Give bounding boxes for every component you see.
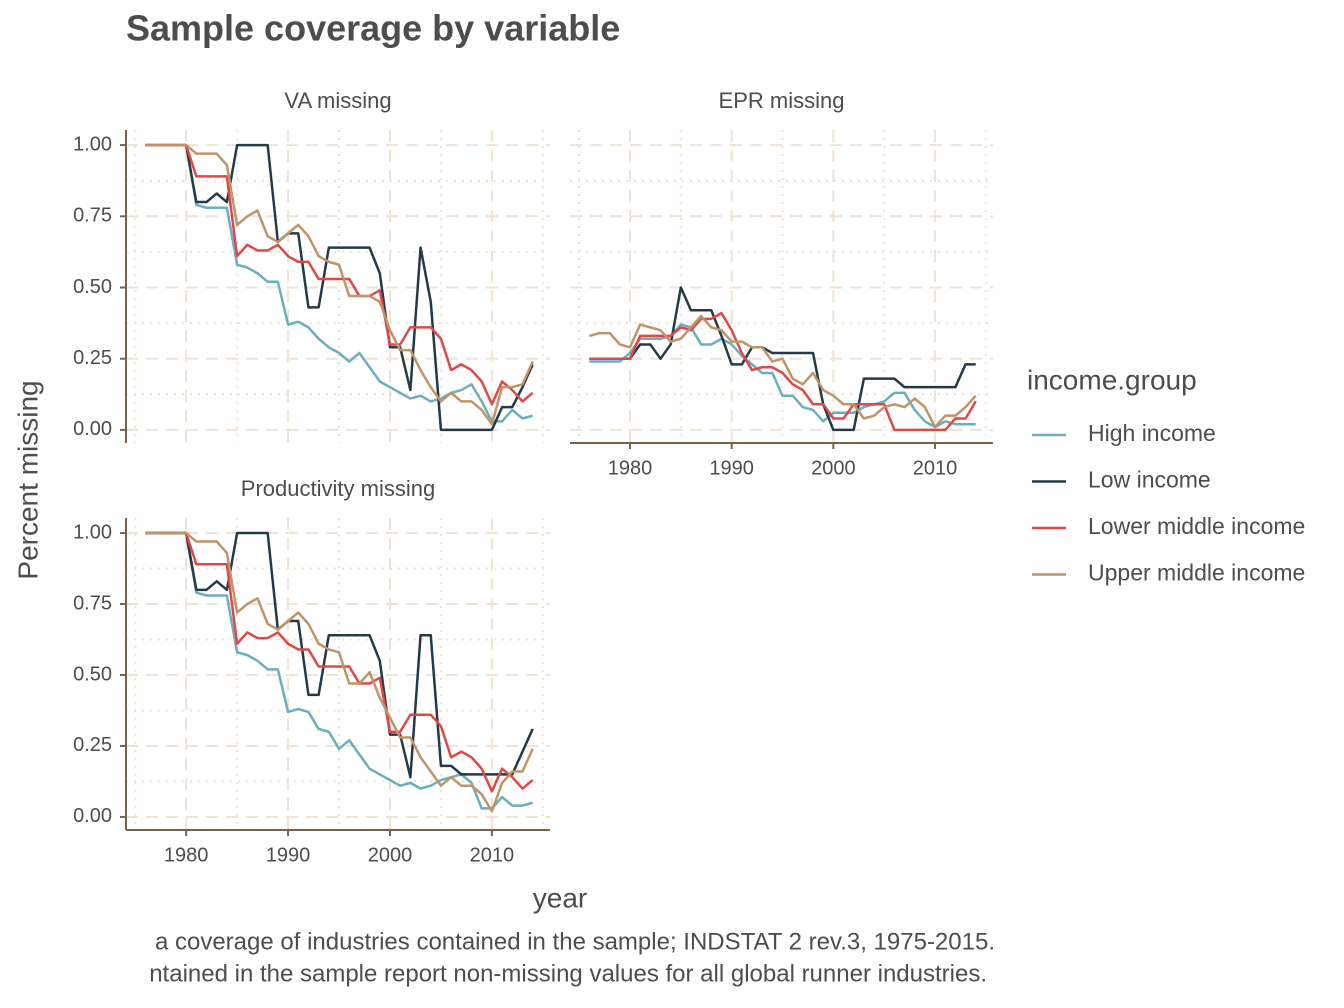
facet-title: Productivity missing <box>241 476 435 501</box>
caption: ntained in the sample report non-missing… <box>149 960 987 987</box>
line-series <box>145 143 534 423</box>
legend-label: Low income <box>1088 467 1211 493</box>
chart-title: Sample coverage by variable <box>126 8 620 49</box>
line-series <box>145 531 534 813</box>
x-axis-title: year <box>533 882 587 913</box>
x-tick-label: 2010 <box>913 457 958 479</box>
line-series <box>145 531 534 793</box>
y-axis-title: Percent missing <box>12 380 43 579</box>
caption: a coverage of industries contained in th… <box>155 928 995 955</box>
y-tick-label: 1.00 <box>73 133 112 155</box>
x-tick-label: 1980 <box>164 844 209 866</box>
legend-label: Lower middle income <box>1088 513 1305 539</box>
x-tick-label: 2010 <box>470 844 515 866</box>
y-tick-label: 0.25 <box>73 347 112 369</box>
line-series <box>145 143 534 432</box>
line-series <box>589 311 977 432</box>
line-series <box>145 531 534 779</box>
x-tick-label: 1990 <box>266 844 311 866</box>
y-tick-label: 0.75 <box>73 592 112 614</box>
line-series <box>145 143 534 426</box>
x-tick-label: 2000 <box>368 844 413 866</box>
line-series <box>145 143 534 406</box>
facet-title: EPR missing <box>719 88 845 113</box>
legend-label: Upper middle income <box>1088 560 1305 586</box>
legend-label: High income <box>1088 420 1216 446</box>
y-tick-label: 0.00 <box>73 805 112 827</box>
y-tick-label: 0.50 <box>73 663 112 685</box>
y-tick-label: 0.50 <box>73 276 112 298</box>
y-tick-label: 1.00 <box>73 521 112 543</box>
x-tick-label: 1980 <box>608 457 653 479</box>
facet-title: VA missing <box>284 88 391 113</box>
line-series <box>588 314 977 429</box>
line-series <box>589 323 976 429</box>
x-tick-label: 2000 <box>811 457 856 479</box>
y-tick-label: 0.00 <box>73 418 112 440</box>
y-tick-label: 0.25 <box>73 734 112 756</box>
line-series <box>589 286 976 432</box>
x-tick-label: 1990 <box>709 457 754 479</box>
legend-title: income.group <box>1027 364 1197 395</box>
line-series <box>145 531 534 810</box>
y-tick-label: 0.75 <box>73 205 112 227</box>
